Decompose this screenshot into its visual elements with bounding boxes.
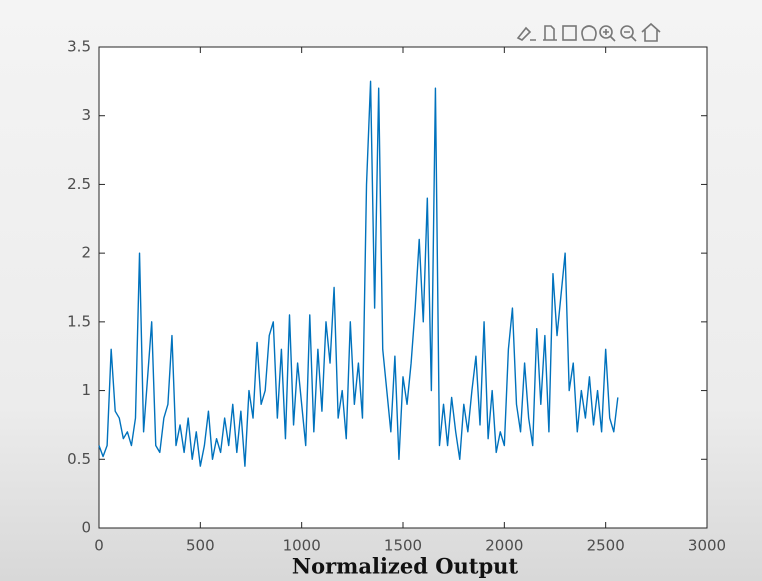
x-tick-label: 3000 xyxy=(688,537,726,555)
plot-area xyxy=(98,46,708,529)
x-tick-label: 2000 xyxy=(485,537,523,555)
pan-icon[interactable] xyxy=(581,25,597,41)
data-line xyxy=(98,80,619,467)
y-tick-label: 1 xyxy=(81,381,91,399)
home-icon[interactable] xyxy=(641,22,661,42)
toolbar xyxy=(516,22,661,42)
x-tick-label: 1500 xyxy=(384,537,422,555)
y-tick-label: 1.5 xyxy=(67,312,91,330)
y-tick-label: 3.5 xyxy=(67,38,91,56)
legend-icon[interactable] xyxy=(562,25,577,41)
x-tick-label: 0 xyxy=(94,537,104,555)
y-tick-label: 2.5 xyxy=(67,175,91,193)
datatip-icon[interactable] xyxy=(543,25,557,41)
y-tick-label: 0.5 xyxy=(67,450,91,468)
x-tick-label: 2500 xyxy=(587,537,625,555)
zoom-out-icon[interactable] xyxy=(620,25,634,39)
caption: Normalized Output xyxy=(292,554,519,579)
y-tick-label: 0 xyxy=(81,519,91,537)
y-tick-label: 2 xyxy=(81,244,91,262)
brush-icon[interactable] xyxy=(516,26,536,41)
zoom-in-icon[interactable] xyxy=(599,25,613,39)
y-tick-label: 3 xyxy=(81,106,91,124)
x-tick-label: 1000 xyxy=(283,537,321,555)
x-tick-label: 500 xyxy=(186,537,215,555)
